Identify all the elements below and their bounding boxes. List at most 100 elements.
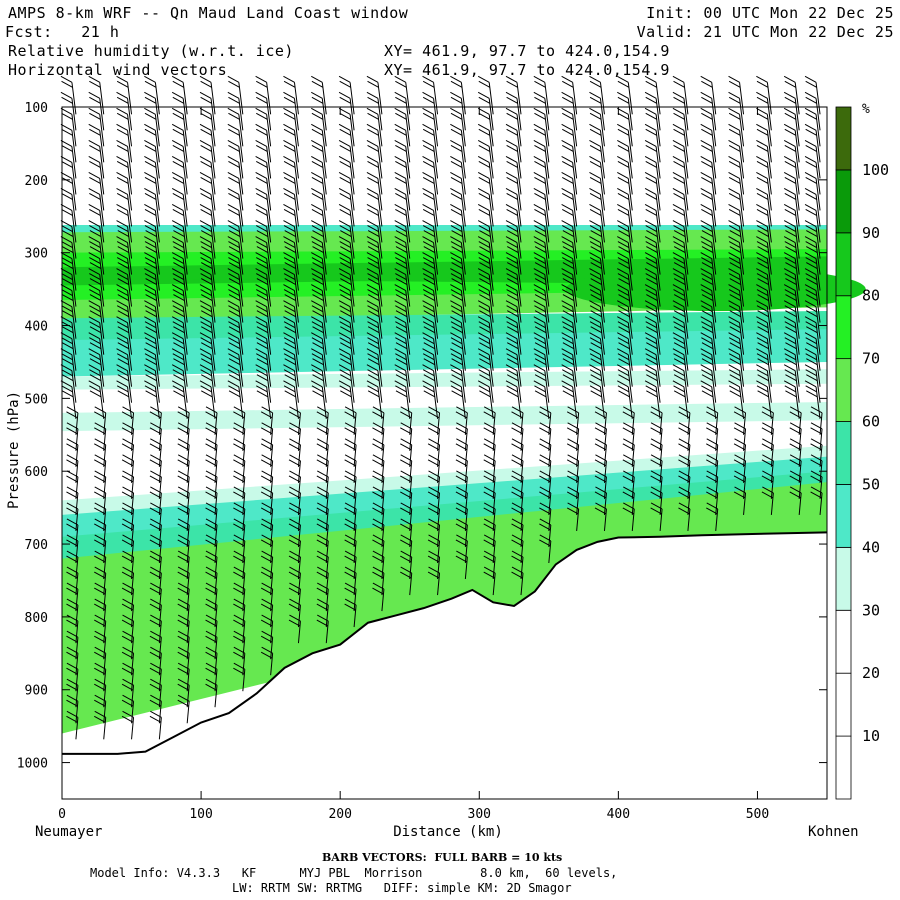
wind-barb [672, 300, 689, 339]
wind-barb [116, 107, 133, 147]
wind-barb [761, 438, 774, 467]
wind-barb [422, 188, 439, 227]
wind-barb [505, 171, 522, 211]
wind-barb [427, 470, 441, 499]
wind-barb [422, 252, 439, 291]
wind-barb [644, 252, 661, 291]
wind-barb [650, 486, 663, 515]
wind-barb [422, 91, 439, 131]
wind-barb [366, 220, 383, 259]
wind-barb [789, 486, 802, 515]
wind-barb [121, 454, 135, 483]
plot-frame [61, 106, 828, 800]
wind-barb [171, 364, 188, 403]
wind-barb [810, 422, 823, 451]
wind-barb [783, 252, 800, 291]
wind-barb [650, 502, 663, 531]
wind-barb [288, 518, 301, 548]
wind-barb [233, 662, 246, 692]
colorbar-segment [835, 546, 852, 611]
wind-barb [316, 422, 329, 451]
wind-barb [511, 518, 524, 548]
wind-barb [88, 123, 105, 163]
wind-barb [66, 646, 79, 676]
wind-barb [617, 300, 633, 339]
wind-barb [394, 123, 411, 163]
wind-barb [255, 316, 272, 355]
wind-barb [422, 316, 439, 355]
wind-barb [533, 123, 550, 163]
wind-barb [700, 316, 717, 355]
wind-barb [199, 252, 216, 291]
wind-barb [372, 550, 385, 580]
wind-barb [505, 300, 522, 339]
wind-barb [177, 486, 190, 515]
wind-barb [60, 300, 77, 339]
wind-barb [622, 422, 635, 451]
wind-barb [672, 75, 689, 115]
wind-barb [227, 316, 244, 355]
wind-barb [706, 502, 719, 531]
colorbar-segment [835, 295, 852, 360]
wind-barb [422, 171, 439, 211]
wind-barb [338, 284, 355, 323]
wind-barb [533, 332, 550, 371]
wind-barb [227, 107, 244, 147]
wind-barb [589, 107, 605, 147]
wind-barb [344, 566, 357, 596]
wind-barb [149, 566, 162, 596]
wind-barb [533, 107, 550, 147]
wind-barb [366, 316, 383, 355]
wind-barb [804, 171, 821, 211]
wind-barb [366, 348, 383, 387]
wind-barb [756, 91, 772, 131]
wind-barb [539, 422, 552, 451]
wind-barb [505, 332, 522, 371]
wind-barb [400, 406, 413, 435]
wind-barb [700, 332, 717, 371]
wind-barb [177, 518, 190, 548]
wind-barb [644, 220, 661, 259]
wind-barb [804, 364, 821, 403]
wind-barb [60, 380, 77, 419]
wind-barb [589, 75, 605, 115]
wind-barb [589, 316, 605, 355]
wind-barb [561, 268, 578, 307]
wind-barb [511, 486, 524, 515]
wind-barb [227, 155, 244, 195]
wind-barb [338, 236, 355, 275]
wind-barb [706, 406, 719, 435]
wind-barb [149, 694, 162, 724]
wind-barb [227, 123, 244, 163]
wind-barb [678, 454, 691, 483]
wind-barb [205, 598, 218, 628]
wind-barb [316, 598, 329, 628]
wind-barb [338, 380, 355, 419]
wind-barb [422, 348, 439, 387]
wind-barb [311, 300, 327, 339]
wind-barb [804, 380, 821, 419]
wind-barb [66, 406, 79, 435]
wind-barb [88, 284, 105, 323]
y-tick-label: 900 [25, 684, 48, 699]
wind-barb [804, 284, 821, 323]
wind-barb [483, 518, 496, 548]
wind-barb [66, 534, 79, 564]
wind-barb [94, 454, 107, 483]
wind-barb [344, 534, 357, 564]
wind-barb [533, 252, 550, 291]
wind-barb [477, 188, 494, 227]
wind-barb [644, 348, 661, 387]
wind-barb [199, 139, 216, 179]
wind-barb [283, 300, 299, 339]
wind-barb [94, 550, 107, 580]
wind-barb [483, 566, 496, 596]
wind-barb [644, 204, 661, 243]
wind-barb [728, 364, 745, 403]
wind-barb [144, 300, 160, 339]
wind-barb [255, 332, 272, 371]
wind-barb [88, 220, 105, 259]
wind-barb [144, 268, 160, 307]
wind-barb [338, 91, 355, 131]
wind-barb [88, 348, 105, 387]
